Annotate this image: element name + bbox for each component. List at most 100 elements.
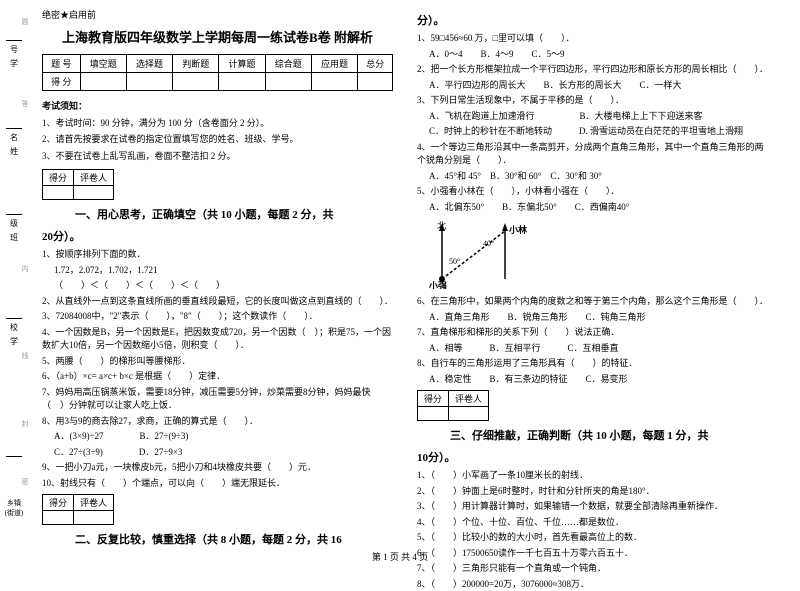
side-xing: 姓 [4, 146, 24, 157]
j5: 5、（ ）比较小的数的大小时，首先看最高位上的数． [417, 531, 768, 545]
j4: 4、（ ）个位、十位、百位、千位……都是数位． [417, 516, 768, 530]
q5: 5、两腰（ ）的梯形叫等腰梯形． [42, 355, 393, 369]
j1: 1、（ ）小军画了一条10厘米长的射线． [417, 469, 768, 483]
j3: 3、（ ）用计算器计算时，如果输错一个数据，就要全部清除再重新操作． [417, 500, 768, 514]
mini-score-3: 得分评卷人 [417, 390, 489, 421]
notice-1: 1、考试时间：90 分钟，满分为 100 分（含卷面分 2 分）。 [42, 116, 393, 130]
side-underline [6, 40, 22, 41]
td-b1[interactable] [80, 73, 126, 91]
q6: 6、（a+b）×c= a×c+ b×c 是根据（ ）定律． [42, 370, 393, 384]
svg-text:北: 北 [437, 221, 446, 231]
r3b: C．时钟上的秒针在不断地转动 D. 滑雪运动员在白茫茫的平坦雪地上滑翔 [417, 125, 768, 139]
j7: 7、（ ）三角形只能有一个直角或一个钝角． [417, 562, 768, 576]
m2b2[interactable] [74, 511, 114, 525]
side-ming: 名 [4, 132, 24, 143]
m3b2[interactable] [449, 407, 489, 421]
svg-text:50°: 50° [449, 257, 460, 266]
r2: 2、把一个长方形框架拉成一个平行四边形，平行四边形和原长方形的周长相比（ ）． [417, 63, 768, 77]
j8: 8、（ ）200000=20万，3076000≈308万． [417, 578, 768, 591]
r1a: A．0～4 B．4～9 C．5～9 [417, 48, 768, 62]
q8: 8、用3与9的商去除27，求商，正确的算式是（ ）． [42, 415, 393, 429]
th-3: 判断题 [173, 55, 219, 73]
left-column: 绝密★启用前 上海教育版四年级数学上学期每周一练试卷B卷 附解析 题 号 填空题… [30, 8, 405, 540]
svg-text:40°: 40° [483, 239, 494, 248]
side-xue2: 学 [4, 336, 24, 347]
r8: 8、自行车的三角形运用了三角形具有（ ）的特征． [417, 357, 768, 371]
side-ti: 题 [20, 18, 30, 28]
mb1[interactable] [43, 186, 74, 200]
r8a: A．稳定性 B．有三条边的特征 C．易变形 [417, 373, 768, 387]
side-xian: 线 [20, 352, 30, 362]
r7: 7、直角梯形和梯形的关系下列（ ）说法正确． [417, 326, 768, 340]
td-b3[interactable] [173, 73, 219, 91]
sec3-pts: 10分）。 [417, 449, 768, 465]
sec3-title: 三、仔细推敲，正确判断（共 10 小题，每题 1 分，共 [417, 427, 768, 443]
q9: 9、一把小刀a元，一块橡皮b元，5把小刀和4块橡皮共要（ ）元． [42, 461, 393, 475]
mini-score-1: 得分评卷人 [42, 169, 114, 200]
mini-score-2: 得分评卷人 [42, 494, 114, 525]
m2c1: 得分 [43, 495, 74, 511]
page-footer: 第 1 页 共 4 页 [0, 550, 800, 563]
side-underline-5 [6, 456, 22, 457]
right-column: 分）。 1、59□456≈60 万，□里可以填（ ）． A．0～4 B．4～9 … [405, 8, 780, 540]
side-xiao: 校 [4, 322, 24, 333]
mc1: 得分 [43, 170, 74, 186]
m3b1[interactable] [418, 407, 449, 421]
q4: 4、一个因数是B，另一个因数是E，把因数变成720，另一个因数（ ）；积是75，… [42, 326, 393, 353]
mb2[interactable] [74, 186, 114, 200]
r4: 4、一个等边三角形沿其中一条高剪开，分成两个直角三角形，其中一个直角三角形的两个… [417, 141, 768, 168]
th-4: 计算题 [219, 55, 265, 73]
th-5: 综合题 [265, 55, 311, 73]
m2c2: 评卷人 [74, 495, 114, 511]
paper-title: 上海教育版四年级数学上学期每周一练试卷B卷 附解析 [42, 27, 393, 46]
notice-label: 考试须知： [42, 99, 393, 112]
sec2-pts: 分）。 [417, 12, 768, 28]
angle-diagram: 北 小林 40° 50° 小强 [427, 219, 537, 289]
r2a: A．平行四边形的周长大 B．长方形的周长大 C．一样大 [417, 79, 768, 93]
th-7: 总分 [358, 55, 393, 73]
th-1: 填空题 [80, 55, 126, 73]
score-table: 题 号 填空题 选择题 判断题 计算题 综合题 应用题 总分 得 分 [42, 54, 393, 91]
r4a: A．45°和 45° B．30°和 60° C．30°和 30° [417, 170, 768, 184]
side-mi: 密 [20, 478, 30, 488]
side-underline-4 [6, 318, 22, 319]
side-underline-3 [6, 214, 22, 215]
side-underline-2 [6, 128, 22, 129]
td-b5[interactable] [265, 73, 311, 91]
sec2-title: 二、反复比较，慎重选择（共 8 小题，每题 2 分，共 16 [42, 531, 393, 547]
td-b2[interactable] [126, 73, 172, 91]
q8b: C．27÷(3÷9) D．27÷9×3 [42, 446, 393, 460]
r3: 3、下列日常生活现象中，不属于平移的是（ ）． [417, 94, 768, 108]
m2b1[interactable] [43, 511, 74, 525]
side-ji: 级 [4, 218, 24, 229]
r7a: A．相等 B．互相平行 C．互相垂直 [417, 342, 768, 356]
side-ban: 班 [4, 232, 24, 243]
r5: 5、小强看小林在（ ），小林看小强在（ ）． [417, 185, 768, 199]
th-2: 选择题 [126, 55, 172, 73]
notice-3: 3、不要在试卷上乱写乱画，卷面不整洁扣 2 分。 [42, 149, 393, 163]
th-6: 应用题 [311, 55, 357, 73]
side-hao: 号 [4, 44, 24, 55]
notice-2: 2、请首先按要求在试卷的指定位置填写您的姓名、班级、学号。 [42, 132, 393, 146]
m3c2: 评卷人 [449, 391, 489, 407]
side-feng: 封 [20, 420, 30, 430]
td-score: 得 分 [43, 73, 81, 91]
td-b4[interactable] [219, 73, 265, 91]
j2: 2、（ ）钟面上是6时整时，时针和分针所夹的角是180°． [417, 485, 768, 499]
r6: 6、在三角形中，如果两个内角的度数之和等于第三个内角，那么这个三角形是（ ）． [417, 295, 768, 309]
q1: 1、按顺序排列下面的数． [42, 248, 393, 262]
td-b6[interactable] [311, 73, 357, 91]
r6a: A．直角三角形 B．锐角三角形 C．钝角三角形 [417, 311, 768, 325]
r3a: A．飞机在跑道上加速滑行 B．大楼电梯上上下下迎送来客 [417, 110, 768, 124]
mc2: 评卷人 [74, 170, 114, 186]
side-xue: 学 [4, 58, 24, 69]
q3: 3、72084008中，"2"表示（ ），"8"（ ）；这个数读作（ ）． [42, 310, 393, 324]
q2: 2、从直线外一点到这条直线所画的垂直线段最短，它的长度叫做这点到直线的（ ）． [42, 295, 393, 309]
td-b7[interactable] [358, 73, 393, 91]
svg-text:小强: 小强 [428, 280, 447, 289]
q1b: （ ）＜（ ）＜（ ）＜（ ） [42, 279, 393, 293]
side-da: 答 [20, 100, 30, 110]
q10: 10、射线只有（ ）个端点，可以向（ ）端无限延长． [42, 477, 393, 491]
q8a: A．(3×9)÷27 B．27÷(9÷3) [42, 430, 393, 444]
m3c1: 得分 [418, 391, 449, 407]
